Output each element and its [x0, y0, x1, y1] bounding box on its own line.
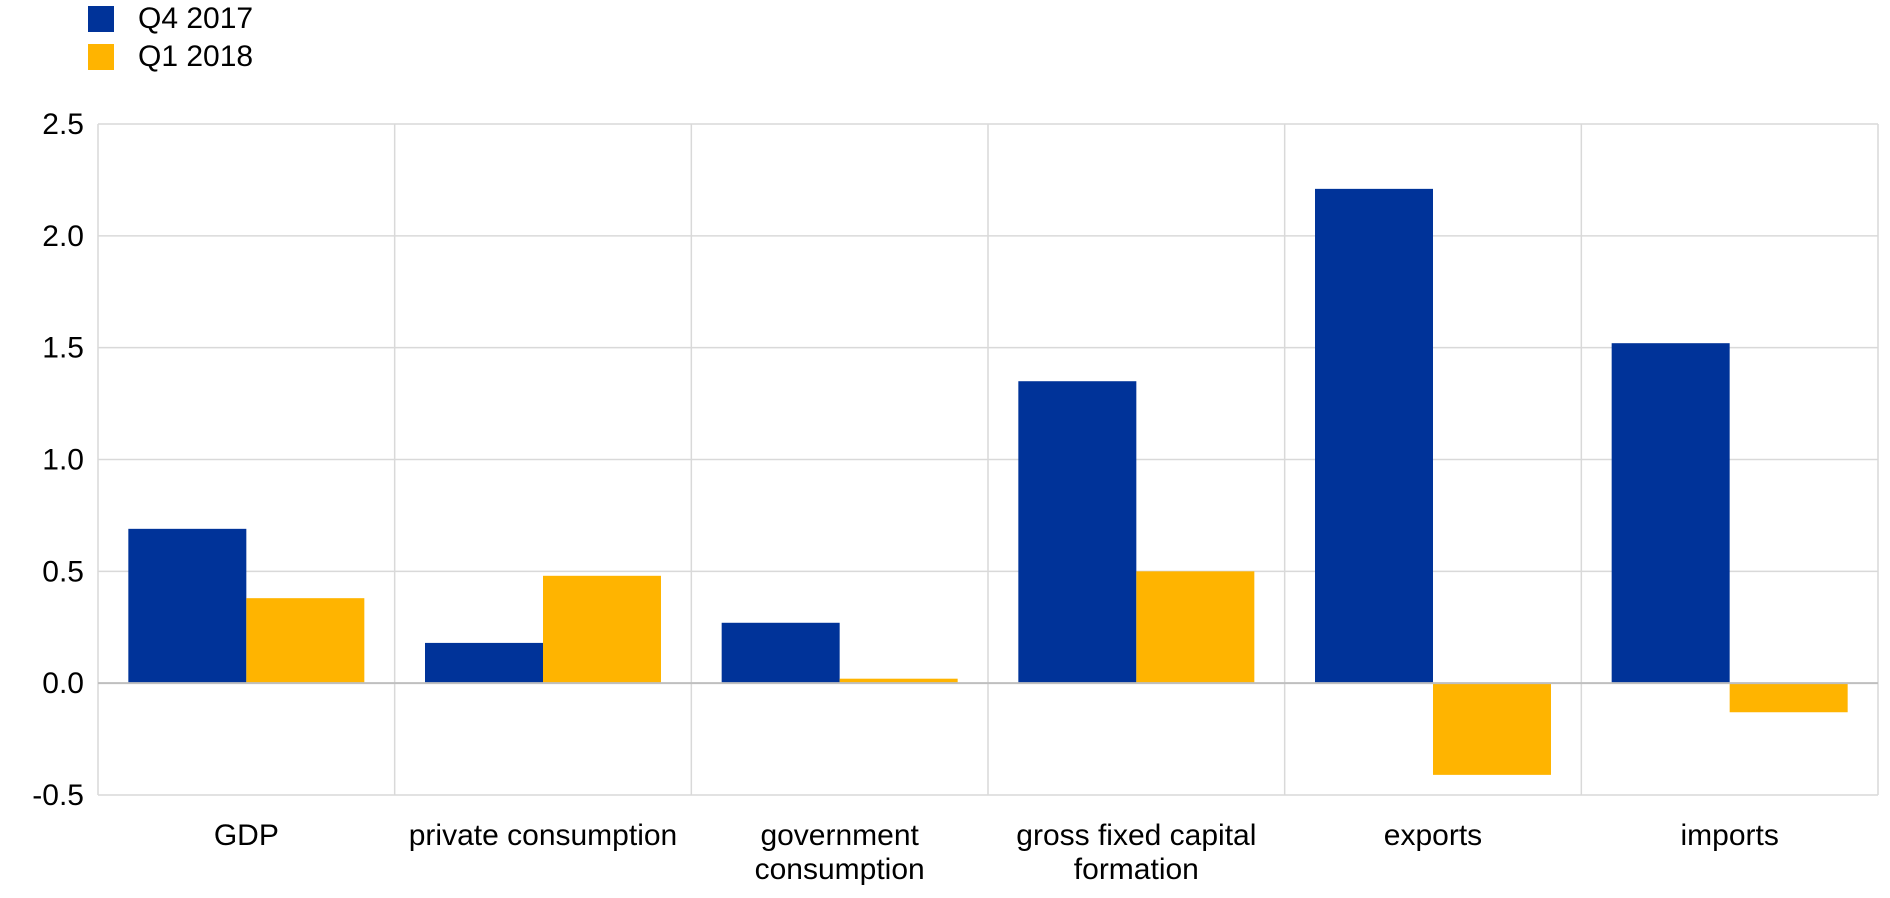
category-label-1-0: private consumption	[409, 819, 677, 852]
legend-swatch-q1-2018	[88, 44, 114, 70]
category-label-3-0: gross fixed capital	[1016, 819, 1256, 852]
y-tick-label-6: 2.5	[42, 108, 84, 141]
bar-q1-2018-5	[1729, 683, 1848, 713]
legend-label-q4-2017: Q4 2017	[138, 2, 254, 35]
bar-q1-2018-2	[839, 678, 958, 684]
legend-item-q1-2018: Q1 2018	[88, 38, 253, 76]
legend: Q4 2017 Q1 2018	[88, 0, 253, 76]
legend-item-q4-2017: Q4 2017	[88, 0, 253, 38]
bar-q4-2017-3	[1018, 381, 1137, 684]
bar-q4-2017-2	[721, 622, 840, 684]
bar-q4-2017-5	[1611, 343, 1730, 684]
y-tick-label-0: -0.5	[32, 779, 84, 812]
legend-swatch-q4-2017	[88, 6, 114, 32]
bar-q1-2018-0	[246, 598, 365, 684]
category-label-0-0: GDP	[214, 819, 279, 852]
category-label-4-0: exports	[1384, 819, 1482, 852]
y-tick-label-3: 1.0	[42, 444, 84, 477]
category-label-3-1: formation	[1074, 853, 1199, 886]
category-label-2-0: government	[760, 819, 919, 852]
bar-q1-2018-3	[1136, 571, 1255, 684]
y-tick-label-4: 1.5	[42, 332, 84, 365]
category-label-5-0: imports	[1680, 819, 1778, 852]
bar-q1-2018-1	[543, 575, 661, 684]
bar-q4-2017-1	[425, 642, 543, 684]
bar-q4-2017-4	[1315, 188, 1433, 684]
legend-label-q1-2018: Q1 2018	[138, 40, 254, 73]
y-tick-label-5: 2.0	[42, 220, 84, 253]
bar-q1-2018-4	[1433, 683, 1551, 775]
category-label-2-1: consumption	[755, 853, 925, 886]
bar-q4-2017-0	[128, 528, 247, 684]
y-tick-label-2: 0.5	[42, 555, 84, 588]
y-tick-label-1: 0.0	[42, 667, 84, 700]
